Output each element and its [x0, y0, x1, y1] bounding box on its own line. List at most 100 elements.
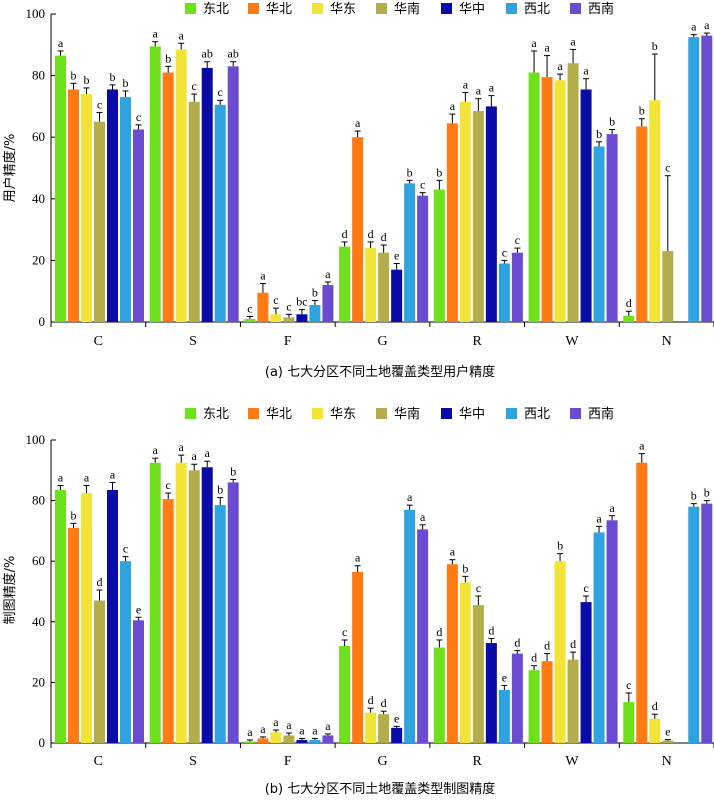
legend-swatch	[376, 408, 387, 419]
legend-swatch	[312, 408, 323, 419]
y-tick-label: 60	[32, 553, 45, 568]
bar	[68, 527, 79, 743]
x-category-label: S	[189, 754, 197, 769]
significance-letter: a	[476, 84, 482, 98]
significance-letter: a	[704, 18, 710, 32]
significance-letter: a	[153, 443, 159, 457]
x-category-label: F	[284, 334, 292, 349]
significance-letter: d	[342, 227, 348, 241]
bar	[511, 252, 523, 322]
bar	[593, 146, 605, 322]
bar	[68, 89, 79, 323]
bar	[528, 72, 540, 323]
legend-label: 华东	[330, 2, 356, 17]
legend-swatch	[506, 408, 517, 419]
bar	[365, 712, 377, 743]
significance-letter: b	[704, 486, 710, 500]
bar	[701, 35, 713, 323]
significance-letter: a	[58, 470, 64, 484]
significance-letter: a	[299, 723, 305, 737]
significance-letter: a	[273, 715, 279, 729]
y-tick-label: 0	[39, 314, 46, 329]
legend-label: 华中	[459, 2, 485, 17]
bar	[296, 739, 308, 743]
significance-letter: a	[286, 718, 292, 732]
significance-letter: b	[71, 68, 77, 82]
significance-letter: d	[570, 637, 576, 651]
bar	[662, 251, 674, 322]
bar	[472, 605, 484, 743]
significance-letter: bc	[296, 295, 307, 309]
x-category-label: N	[662, 334, 672, 349]
legend-swatch	[570, 408, 581, 419]
significance-letter: a	[639, 439, 645, 453]
significance-letter: b	[230, 464, 236, 478]
bar	[688, 37, 700, 322]
x-category-label: F	[284, 754, 292, 769]
chart-caption: (b) 七大分区不同土地覆盖类型制图精度	[265, 781, 496, 797]
significance-letter: d	[436, 625, 442, 639]
y-tick-label: 80	[32, 68, 45, 83]
x-category-label: W	[565, 754, 579, 769]
y-tick-label: 40	[32, 191, 45, 206]
y-tick-label: 100	[26, 6, 46, 21]
significance-letter: a	[596, 511, 602, 525]
bar	[55, 489, 66, 743]
significance-letter: a	[609, 501, 615, 515]
x-category-label: R	[473, 754, 483, 769]
bar	[459, 582, 471, 743]
bar	[688, 506, 700, 743]
bar	[270, 314, 282, 322]
significance-letter: a	[450, 545, 456, 559]
bar	[636, 462, 648, 743]
significance-letter: a	[192, 449, 198, 463]
significance-letter: a	[260, 269, 266, 283]
bar	[149, 462, 161, 743]
significance-letter: d	[368, 227, 374, 241]
legend-swatch	[185, 3, 196, 14]
bar	[149, 46, 161, 323]
significance-letter: a	[355, 116, 361, 130]
significance-letter: c	[515, 233, 520, 247]
bar	[606, 520, 618, 743]
significance-letter: c	[166, 478, 171, 492]
significance-letter: a	[58, 36, 64, 50]
significance-letter: a	[325, 267, 331, 281]
significance-letter: b	[462, 561, 468, 575]
y-axis-label: 用户精度/%	[2, 134, 18, 203]
significance-letter: c	[583, 581, 588, 595]
x-category-label: N	[662, 754, 672, 769]
significance-letter: b	[123, 76, 129, 90]
significance-letter: c	[123, 542, 128, 556]
significance-letter: d	[514, 636, 520, 650]
bar	[623, 702, 635, 743]
bar	[309, 305, 321, 322]
bar	[201, 67, 213, 323]
significance-letter: d	[368, 693, 374, 707]
significance-letter: e	[394, 711, 399, 725]
significance-letter: a	[531, 36, 537, 50]
significance-letter: b	[84, 73, 90, 87]
significance-letter: c	[273, 293, 278, 307]
y-tick-label: 80	[32, 493, 45, 508]
significance-letter: c	[218, 85, 223, 99]
bar	[214, 505, 226, 743]
bar	[81, 493, 92, 743]
significance-letter: c	[97, 98, 102, 112]
bar	[81, 94, 92, 322]
significance-letter: b	[71, 508, 77, 522]
legend-label: 西南	[588, 406, 614, 422]
bar	[649, 100, 661, 323]
bar	[623, 315, 635, 322]
significance-letter: a	[247, 725, 253, 739]
significance-letter: c	[502, 245, 507, 259]
x-category-label: S	[189, 334, 197, 349]
bar	[554, 561, 566, 743]
bar	[636, 126, 648, 322]
legend-label: 华中	[459, 407, 485, 422]
bar	[55, 55, 66, 323]
significance-letter: b	[436, 165, 442, 179]
bar	[593, 532, 605, 743]
bar	[339, 646, 351, 743]
